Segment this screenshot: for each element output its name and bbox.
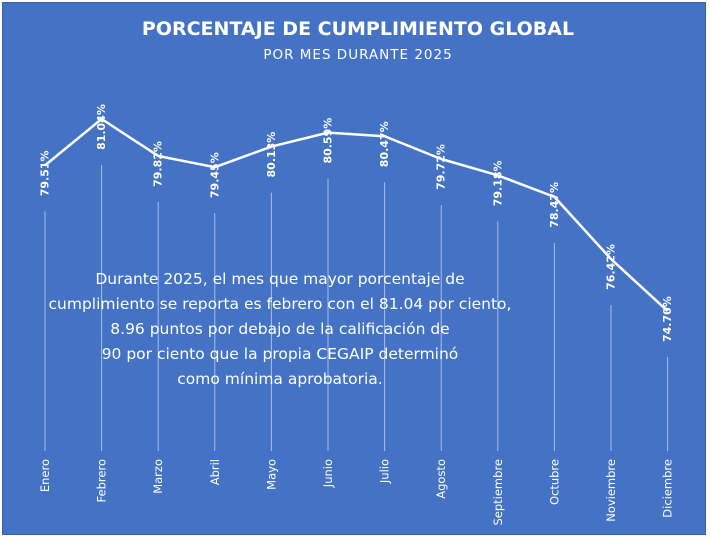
line-chart: PORCENTAJE DE CUMPLIMIENTO GLOBAL POR ME… [38, 18, 675, 526]
data-labels: 79.51% 81.04% 79.82% 79.45% 80.13% 80.59% 80.4… [39, 104, 675, 342]
data-label: 79.82% [152, 141, 165, 187]
drop-lines [44, 165, 669, 451]
annotation-line: Durante 2025, el mes que mayor porcentaj… [95, 270, 464, 288]
data-label: 79.51% [39, 150, 52, 196]
category-label: Junio [321, 459, 335, 488]
category-label: Septiembre [491, 459, 505, 526]
category-label: Enero [38, 459, 52, 492]
data-label: 81.04% [95, 104, 108, 150]
category-label: Febrero [95, 459, 109, 502]
chart-title: PORCENTAJE DE CUMPLIMIENTO GLOBAL [142, 18, 574, 40]
data-label: 79.72% [435, 144, 448, 190]
annotation-line: 8.96 puntos por debajo de la calificació… [110, 320, 449, 338]
data-label: 74.70% [661, 296, 674, 342]
category-label: Julio [378, 459, 392, 484]
category-label: Diciembre [661, 459, 675, 518]
data-label: 78.47% [548, 182, 561, 228]
annotation-line: cumplimiento se reporta es febrero con e… [49, 295, 512, 313]
category-label: Agosto [434, 459, 448, 499]
chart-subtitle: POR MES DURANTE 2025 [263, 47, 452, 63]
data-label: 80.59% [322, 118, 335, 164]
category-label: Abril [208, 459, 222, 485]
annotation-line: 90 por ciento que la propia CEGAIP deter… [102, 345, 459, 363]
data-label: 80.47% [378, 121, 391, 167]
data-label: 80.13% [265, 132, 278, 178]
data-label: 79.18% [491, 160, 504, 206]
category-label: Mayo [264, 459, 278, 490]
annotation-line: como mínima aprobatoria. [177, 370, 382, 388]
annotation-text: Durante 2025, el mes que mayor porcentaj… [49, 270, 512, 388]
category-label: Marzo [151, 459, 165, 494]
category-labels: Enero Febrero Marzo Abril Mayo Junio Julio Agos… [38, 459, 675, 526]
data-label: 79.45% [208, 152, 221, 198]
data-label: 76.42% [605, 244, 618, 290]
series-line-group [44, 117, 669, 313]
category-label: Octubre [547, 459, 561, 505]
series-line [44, 117, 669, 313]
category-label: Noviembre [604, 459, 618, 522]
